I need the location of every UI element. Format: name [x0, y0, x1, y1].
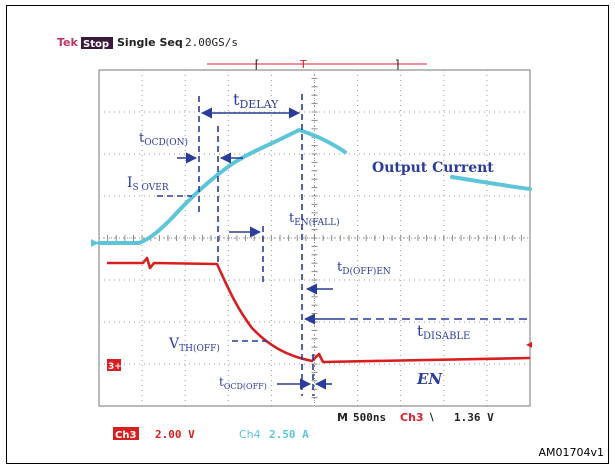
output-current-trace: [97, 127, 347, 245]
output-current-trace-tail: [450, 175, 532, 191]
trigger-position-marker: T: [299, 58, 307, 71]
is-over-label: IS OVER: [127, 175, 169, 193]
ch4-ground-marker: [91, 239, 99, 247]
trigger-source: Ch3: [400, 411, 424, 424]
graticule: [98, 69, 531, 407]
run-state-label: Stop: [83, 39, 109, 50]
ch3-marker: 3+: [108, 362, 122, 372]
ch3-footer-label: Ch3: [115, 430, 136, 441]
timebase-prefix: M: [337, 411, 348, 424]
timing-labels: tDELAY tOCD(ON) Output Current IS OVER t…: [127, 90, 494, 391]
v-th-off-label: VTH(OFF): [168, 336, 220, 354]
run-state-badge: [81, 37, 113, 49]
sample-rate: 2.00GS/s: [185, 36, 238, 49]
timing-arrows: [177, 107, 337, 390]
t-delay-label: tDELAY: [233, 90, 279, 111]
record-bracket-right: ]: [394, 58, 401, 72]
trigger-slope-icon: ⧵: [429, 411, 434, 424]
acquisition-mode: Single Seq: [117, 36, 183, 49]
ch3-marker-badge: [107, 359, 121, 371]
en-label: EN: [416, 370, 443, 388]
scope-header: Tek Stop Single Seq 2.00GS/s [ ] T: [57, 36, 427, 72]
timing-guides: [157, 94, 530, 396]
t-en-fall-label: tEN(FALL): [289, 211, 340, 228]
t-d-off-en-label: tD(OFF)EN: [337, 260, 391, 277]
record-bracket-left: [: [253, 58, 260, 72]
ch3-scale: 2.00 V: [155, 428, 195, 441]
t-ocd-off-label: tOCD(OFF): [219, 375, 267, 391]
ch4-footer-label: Ch4: [239, 428, 261, 441]
t-ocd-on-label: tOCD(ON): [139, 131, 188, 148]
ch4-scale: 2.50 A: [269, 428, 309, 441]
en-trace: [107, 256, 531, 364]
figure-frame: Tek Stop Single Seq 2.00GS/s [ ] T 3+ ◂: [6, 5, 609, 464]
figure-id: AM01704v1: [538, 446, 604, 459]
brand-label: Tek: [57, 36, 79, 49]
timebase-value: 500ns: [353, 411, 386, 424]
output-current-label: Output Current: [372, 160, 494, 176]
oscilloscope-capture: Tek Stop Single Seq 2.00GS/s [ ] T 3+ ◂: [57, 36, 604, 459]
ch3-label-badge: [113, 427, 139, 440]
scope-footer: M 500ns Ch3 ⧵ 1.36 V Ch3 2.00 V Ch4 2.50…: [113, 411, 494, 441]
t-disable-label: tDISABLE: [417, 322, 470, 342]
ch3-offscreen-arrow: ◂: [526, 337, 532, 351]
trigger-level: 1.36 V: [454, 411, 494, 424]
